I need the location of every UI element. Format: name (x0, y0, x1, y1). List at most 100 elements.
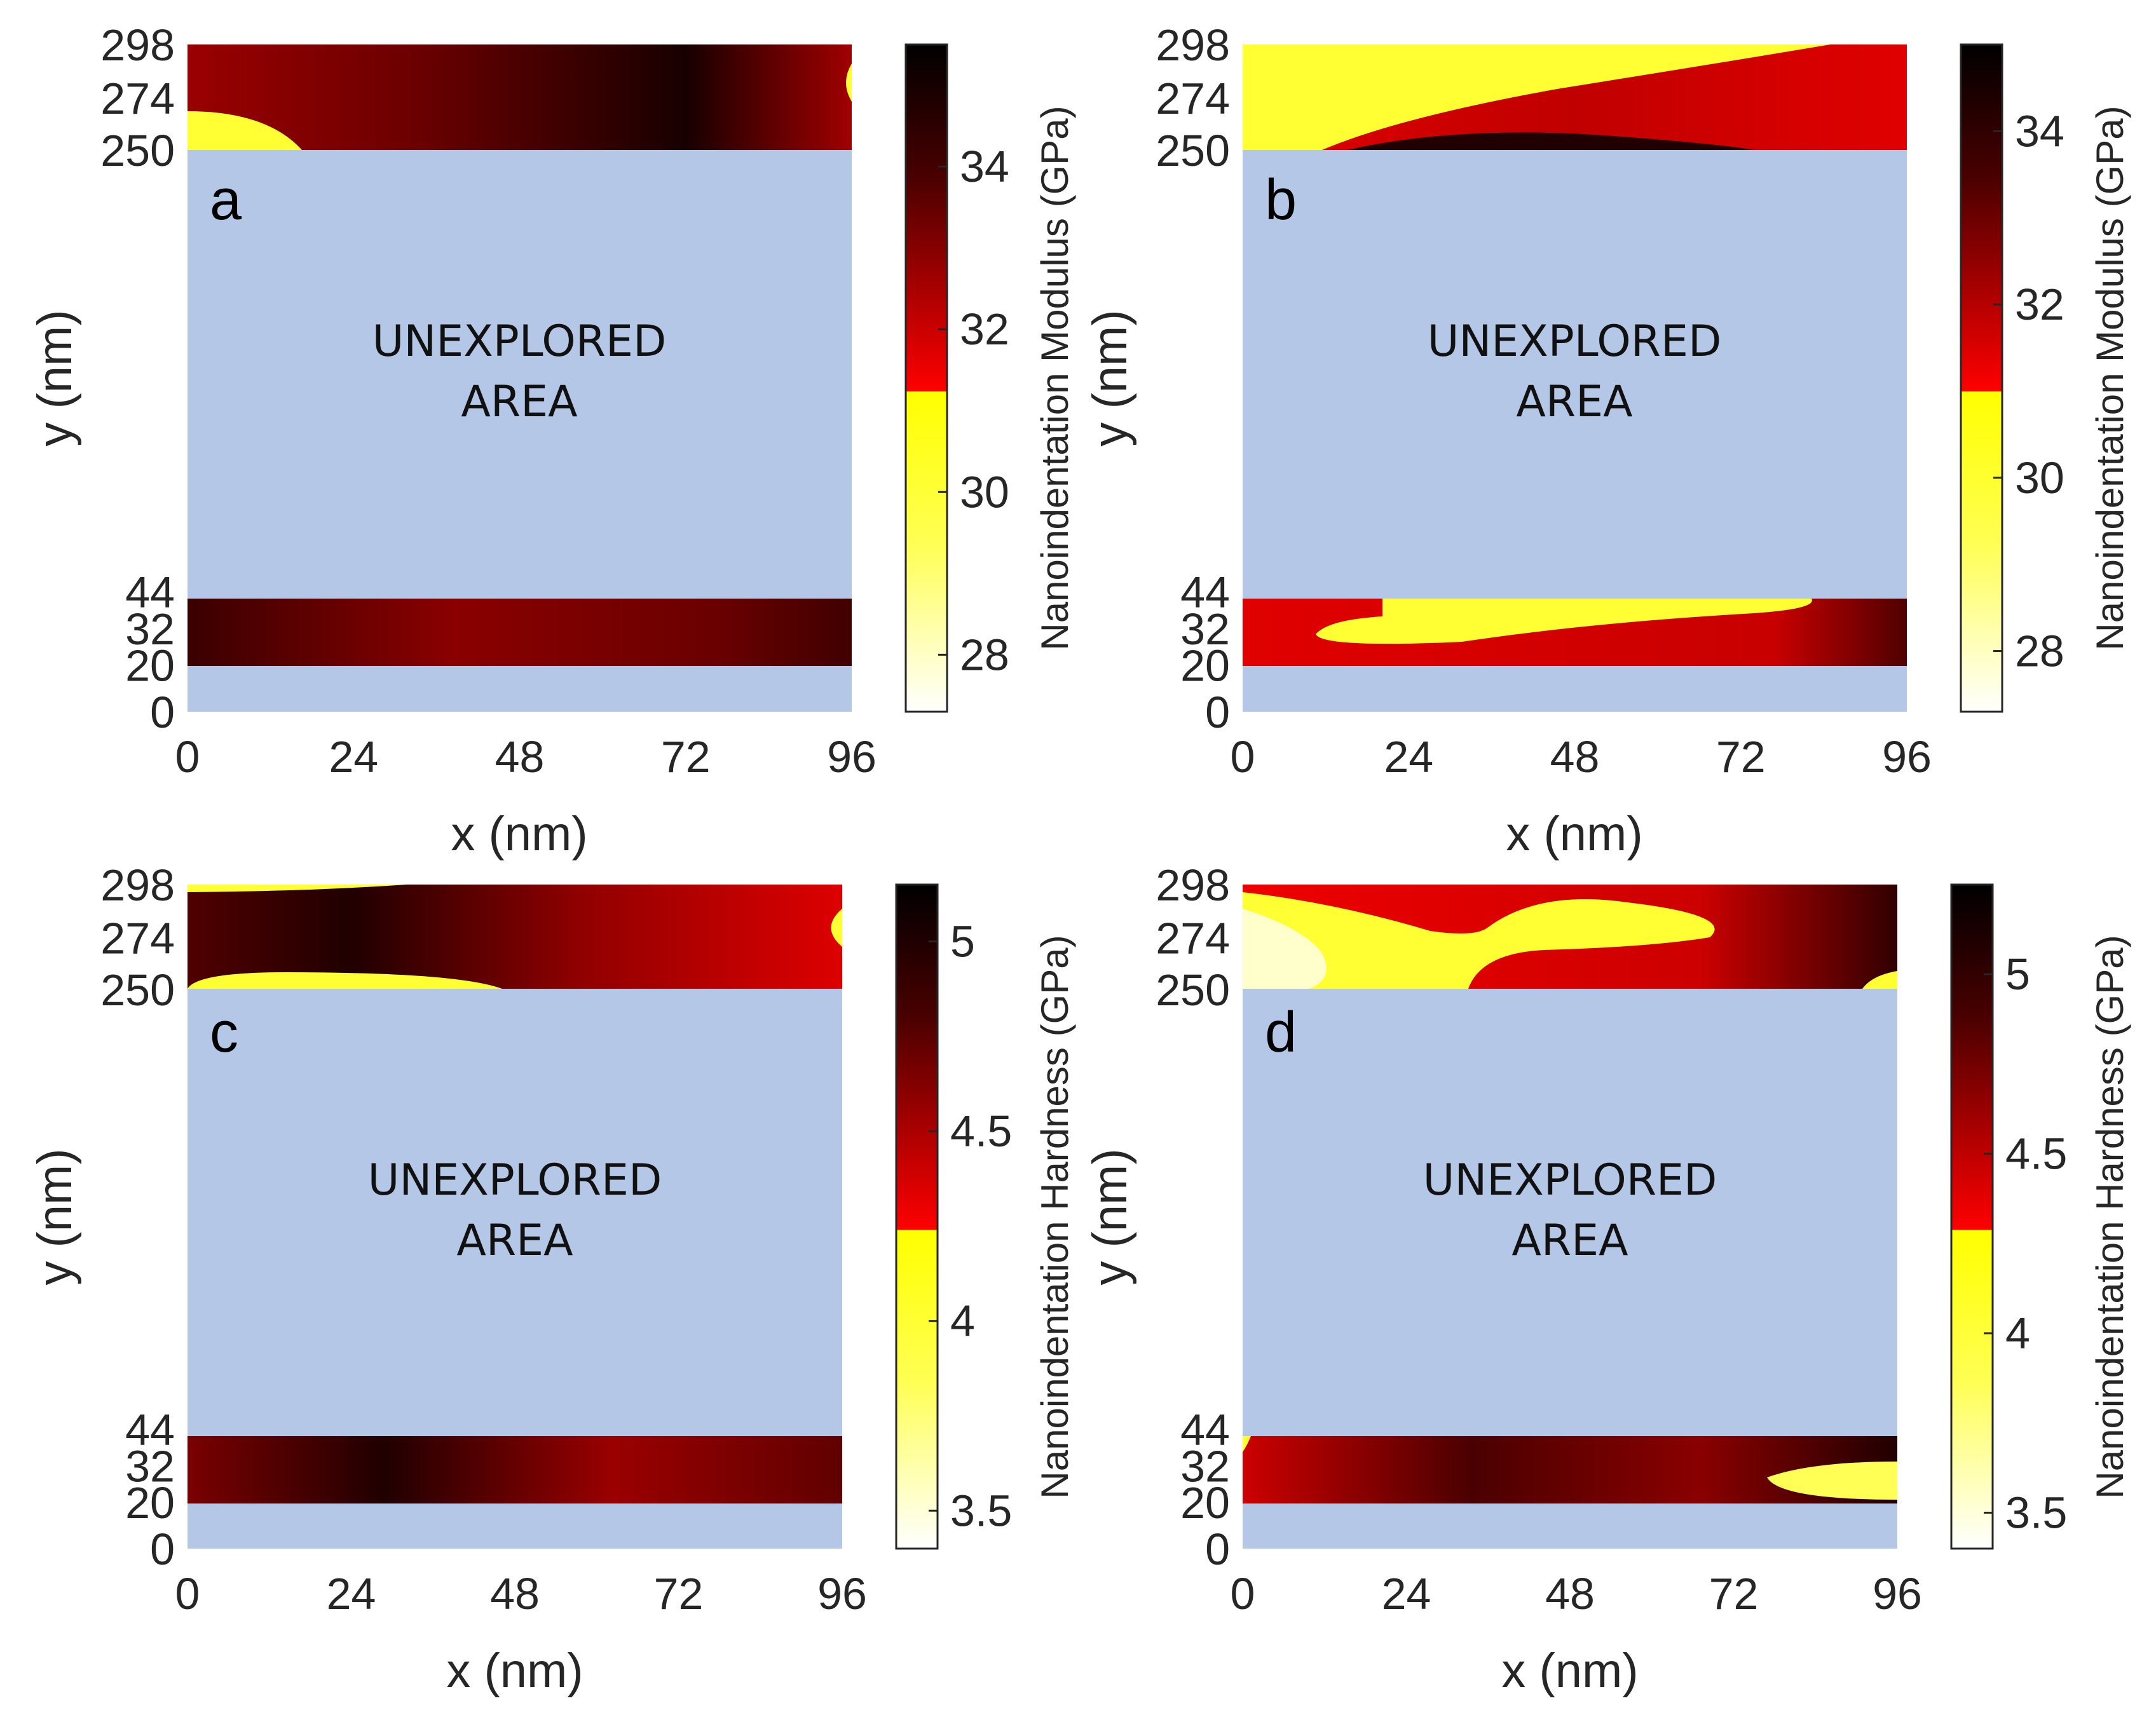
panel-c-ytick-label: 20 (125, 1478, 175, 1528)
panel-d-unexplored-line2: AREA (1511, 1216, 1628, 1266)
panel-b-colorbar-tick-label: 28 (2015, 627, 2064, 676)
panel-a-xtick-label: 96 (827, 732, 877, 782)
panel-c-top-band (188, 885, 842, 989)
panel-d-ytick-label: 0 (1205, 1524, 1230, 1574)
panel-c-xtick-label: 0 (175, 1569, 200, 1619)
panel-c-xtick-label: 72 (654, 1569, 704, 1619)
panel-a-top-right-yellow (846, 64, 852, 102)
panel-d-colorbar-tick-label: 4.5 (2005, 1129, 2067, 1179)
panel-a-bottom-band (188, 599, 852, 666)
panel-d-ytick-label: 250 (1156, 965, 1230, 1015)
panel-c-right-yellow (831, 909, 842, 947)
panel-a-ylabel: y (nm) (28, 309, 82, 446)
panel-a-colorbar: 28 30 32 34 (904, 43, 1009, 713)
panel-b-ylabel: y (nm) (1083, 309, 1137, 446)
panel-d-top-left-white (1243, 909, 1327, 989)
panel-c-unexplored-line2: AREA (456, 1216, 573, 1266)
panel-a-colorbar-tick-label: 32 (960, 304, 1009, 354)
panel-c-colorbar: 3.5 4 4.5 5 (895, 883, 1012, 1550)
panel-b-top-yellow-blob (1243, 44, 1831, 150)
panel-b-ytick-label: 0 (1205, 688, 1230, 737)
panel-a-unexplored-line1: UNEXPLORED (372, 316, 667, 367)
panel-a-top-band (188, 44, 852, 150)
panel-a-ytick-label: 0 (150, 688, 175, 737)
panel-d-colorbar: 3.5 4 4.5 5 (1950, 883, 2067, 1550)
panel-d-ytick-label: 20 (1180, 1478, 1230, 1528)
panel-c-ytick-label: 274 (100, 914, 175, 963)
panel-a-colorbar-label: Nanoindentation Modulus (GPa) (1034, 105, 1076, 650)
panel-b-ytick-label: 32 (1180, 604, 1230, 654)
panel-a-colorbar-tick-label: 28 (960, 630, 1009, 679)
panel-c-colorbar-tick-label: 4.5 (950, 1106, 1012, 1156)
panel-c-xlabel: x (nm) (446, 1644, 583, 1698)
panel-c-ytick-label: 44 (125, 1405, 175, 1455)
panel-b-unexplored-line1: UNEXPLORED (1428, 316, 1722, 367)
panel-d-xtick-label: 96 (1873, 1569, 1922, 1619)
panel-b-ytick-label: 20 (1180, 641, 1230, 691)
panel-b-unexplored-line2: AREA (1516, 377, 1632, 427)
panel-d-xtick-label: 48 (1545, 1569, 1595, 1619)
panel-c-letter: c (210, 1001, 238, 1064)
panel-d-xtick-label: 24 (1382, 1569, 1431, 1619)
panel-a-colorbar-tick-label: 34 (960, 142, 1009, 191)
panel-b-colorbar-tick-label: 30 (2015, 453, 2064, 503)
panel-c-xtick-label: 24 (327, 1569, 376, 1619)
panel-d-colorbar-label: Nanoindentation Hardness (GPa) (2089, 935, 2131, 1498)
panel-b-xtick-label: 48 (1550, 732, 1600, 782)
panel-d-top-left-yellow (1243, 892, 1715, 989)
panel-b-xtick-label: 24 (1384, 732, 1433, 782)
panel-d-colorbar-bar (1950, 883, 1994, 1550)
panel-d-ytick-label: 274 (1156, 914, 1230, 963)
panel-d-bottom-yellow-blob (1767, 1462, 1897, 1500)
panel-a-colorbar-tick-label: 30 (960, 467, 1009, 517)
panel-a-xtick-label: 0 (175, 732, 200, 782)
panel-d-ylabel: y (nm) (1083, 1148, 1137, 1285)
panel-b-ytick-label: 250 (1156, 126, 1230, 175)
panel-d-bottom-band (1243, 1436, 1897, 1503)
panel-c-top-yellow-strip (188, 885, 407, 892)
panel-c-ylabel: y (nm) (28, 1148, 82, 1285)
panel-b-xlabel: x (nm) (1506, 807, 1642, 861)
panel-d-ytick-label: 44 (1180, 1405, 1230, 1455)
panel-a-xlabel: x (nm) (451, 807, 587, 861)
panel-c-colorbar-bar (895, 883, 939, 1550)
panel-d-letter: d (1265, 1001, 1297, 1064)
panel-c-xtick-label: 96 (817, 1569, 867, 1619)
panel-a-ytick-label: 20 (125, 641, 175, 691)
panel-b-bottom-yellow-blob (1316, 599, 1812, 644)
panel-d-bottom-left-yellow (1243, 1436, 1251, 1452)
panel-d-unexplored-line1: UNEXPLORED (1423, 1155, 1717, 1205)
panel-b-letter: b (1265, 168, 1297, 232)
panel-c-ytick-label: 298 (100, 860, 175, 910)
panel-d-colorbar-tick-label: 3.5 (2005, 1488, 2067, 1538)
panel-c-ytick-label: 32 (125, 1441, 175, 1491)
panel-c-ytick-label: 0 (150, 1524, 175, 1574)
panel-a-ytick-label: 274 (100, 74, 175, 123)
panel-b-xtick-label: 72 (1716, 732, 1766, 782)
panel-d-ytick-label: 298 (1156, 860, 1230, 910)
panel-d-colorbar-tick-label: 4 (2005, 1308, 2030, 1358)
panel-b-xtick-label: 0 (1231, 732, 1255, 782)
panel-b-ytick-label: 44 (1180, 567, 1230, 617)
panel-c-unexplored-line1: UNEXPLORED (368, 1155, 662, 1205)
panel-c-lower-yellow-strip (188, 972, 502, 989)
panel-c-colorbar-tick-label: 5 (950, 917, 975, 967)
panel-a-ytick-label: 44 (125, 567, 175, 617)
panel-c-xtick-label: 48 (490, 1569, 540, 1619)
panel-a-xtick-label: 72 (661, 732, 711, 782)
panel-c-bottom-band (188, 1436, 842, 1503)
panel-d-xtick-label: 72 (1709, 1569, 1759, 1619)
panel-b-colorbar-tick-label: 32 (2015, 280, 2064, 329)
panel-d-xlabel: x (nm) (1501, 1644, 1638, 1698)
panel-a-xtick-label: 24 (329, 732, 378, 782)
panel-d-colorbar-tick-label: 5 (2005, 949, 2030, 999)
panel-c-colorbar-label: Nanoindentation Hardness (GPa) (1034, 935, 1076, 1498)
panel-c-colorbar-tick-label: 3.5 (950, 1486, 1012, 1535)
